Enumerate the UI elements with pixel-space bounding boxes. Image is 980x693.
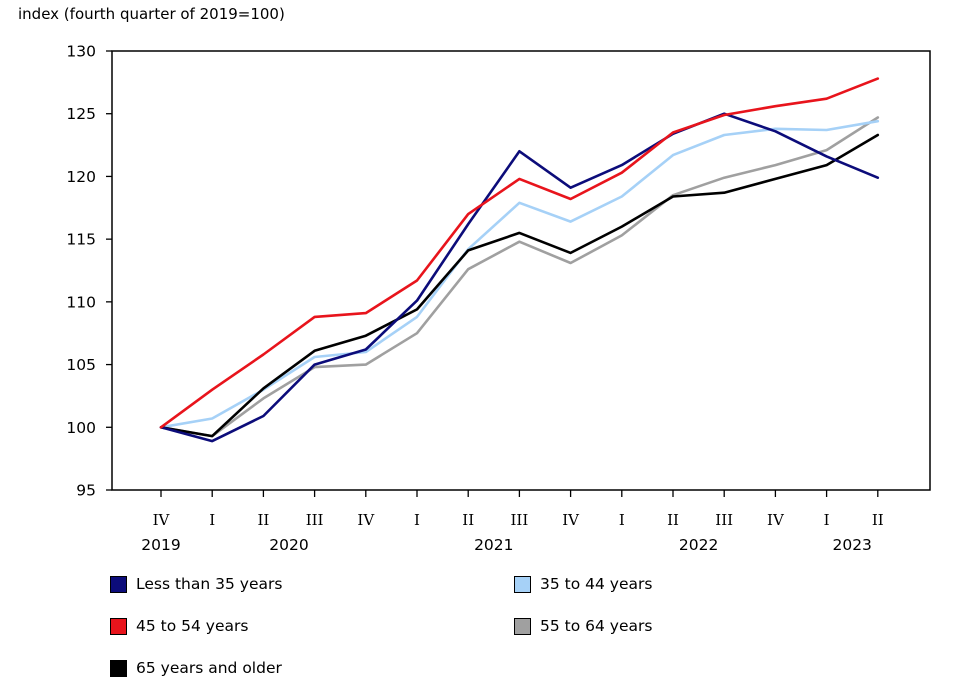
series-line-4 (159, 133, 880, 438)
legend-label: 55 to 64 years (540, 617, 653, 635)
legend-label: 45 to 54 years (136, 617, 249, 635)
x-tick-label: I (209, 511, 215, 529)
x-tick-label: II (462, 511, 474, 529)
legend-label: 65 years and older (136, 659, 282, 677)
x-tick-label: II (872, 511, 884, 529)
x-tick-label: III (511, 511, 529, 529)
plot-frame (111, 50, 931, 491)
y-tick-label: 100 (66, 419, 96, 437)
x-tick-label: IV (767, 511, 785, 529)
x-tick-label: IV (562, 511, 580, 529)
x-tick-label: III (306, 511, 324, 529)
x-year-label: 2023 (832, 536, 871, 554)
legend-swatch (514, 575, 531, 593)
y-tick-label: 115 (66, 231, 96, 249)
legend-swatch (110, 617, 127, 635)
legend-item-55-to-64[interactable]: 55 to 64 years (514, 617, 652, 635)
legend-label: 35 to 44 years (540, 575, 653, 593)
x-tick-label: I (619, 511, 625, 529)
y-tick-label: 125 (66, 105, 96, 123)
x-tick-label: II (257, 511, 269, 529)
x-year-label: 2021 (474, 536, 513, 554)
legend-item-45-to-54[interactable]: 45 to 54 years (110, 617, 248, 635)
y-tick-label: 130 (66, 43, 96, 61)
y-axis-ticks: 95 100 105 110 115 120 125 130 (66, 43, 112, 500)
legend-item-65-and-older[interactable]: 65 years and older (110, 659, 282, 677)
y-tick-label: 110 (66, 293, 96, 311)
x-year-label: 2019 (141, 536, 180, 554)
x-year-label: 2020 (269, 536, 308, 554)
x-tick-label: II (667, 511, 679, 529)
y-tick-label: 95 (76, 482, 96, 500)
x-tick-label: IV (357, 511, 375, 529)
x-tick-label: IV (153, 511, 171, 529)
series-line-2 (159, 77, 880, 429)
y-tick-label: 105 (66, 356, 96, 374)
series-line-0 (159, 112, 880, 443)
legend-item-less-than-35[interactable]: Less than 35 years (110, 575, 282, 593)
series-line-1 (159, 119, 880, 429)
y-tick-label: 120 (66, 168, 96, 186)
x-tick-label: III (715, 511, 733, 529)
legend-swatch (514, 617, 531, 635)
series-lines (159, 77, 880, 443)
x-tick-label: I (824, 511, 830, 529)
x-tick-label: I (414, 511, 420, 529)
series-line-3 (159, 116, 880, 438)
legend-label: Less than 35 years (136, 575, 283, 593)
legend-swatch (110, 659, 127, 677)
y-axis-title: index (fourth quarter of 2019=100) (18, 5, 285, 23)
x-year-label: 2022 (679, 536, 718, 554)
legend-item-35-to-44[interactable]: 35 to 44 years (514, 575, 652, 593)
legend-swatch (110, 575, 127, 593)
